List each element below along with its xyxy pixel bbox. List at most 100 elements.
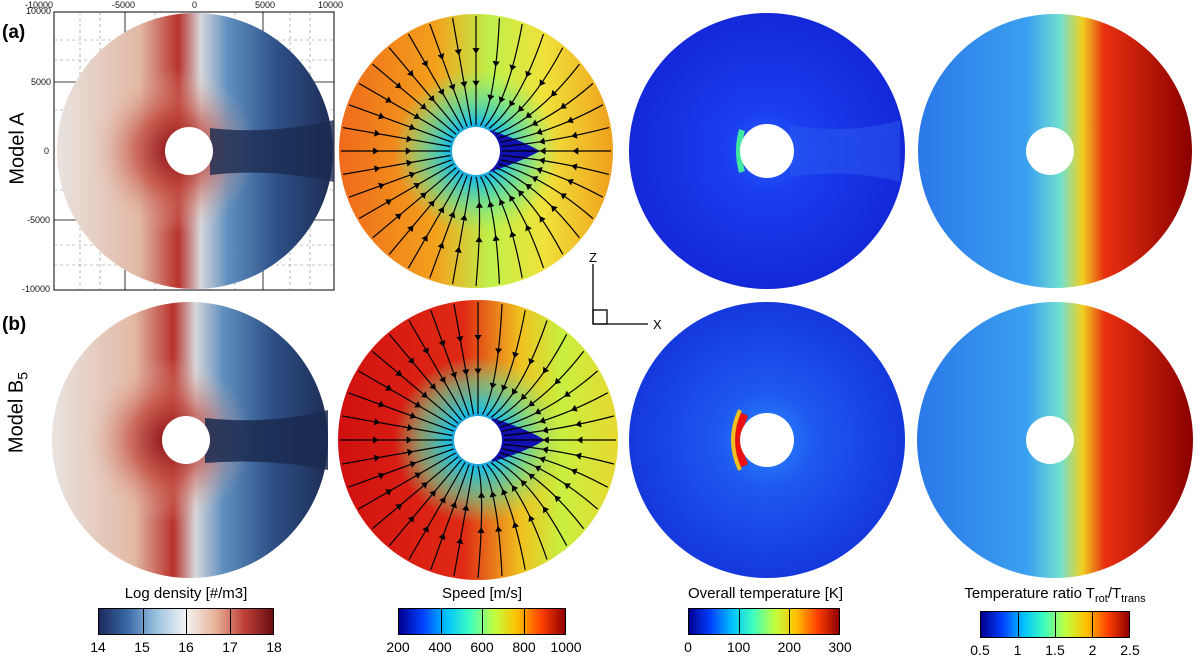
streamline — [372, 63, 457, 135]
streamline-arrow — [571, 468, 578, 476]
colorbar-tick-label: 1 — [1013, 642, 1022, 658]
streamline-arrow — [539, 216, 546, 223]
streamline — [429, 175, 468, 279]
colorbar-separator — [789, 609, 790, 634]
streamline-arrow — [395, 369, 402, 377]
streamline-arrow — [477, 491, 486, 498]
streamline-arrow — [571, 404, 578, 412]
streamline — [486, 310, 526, 417]
streamline-arrow — [422, 347, 429, 355]
colorbar-tick-label: 2.5 — [1120, 642, 1140, 658]
colorbar-tick-label: 17 — [222, 639, 238, 655]
colorbar-tick-label: 600 — [470, 639, 494, 655]
streamline — [490, 320, 548, 418]
streamline — [477, 465, 483, 579]
streamline-arrow — [542, 446, 549, 454]
streamline — [358, 452, 456, 510]
streamline-arrow — [378, 112, 385, 120]
y-tick-1: 10000 — [26, 6, 52, 16]
streamline — [358, 370, 456, 428]
streamline-arrow — [454, 49, 462, 56]
streamline-arrow — [409, 412, 417, 419]
streamline — [407, 173, 464, 269]
streamline-arrow — [572, 147, 579, 155]
streamline — [479, 18, 500, 126]
colorbar-tick-label: 200 — [777, 639, 801, 655]
streamline-arrow — [487, 201, 495, 208]
streamline-arrow — [378, 400, 385, 408]
streamline — [503, 415, 615, 437]
streamline-arrow — [414, 472, 422, 479]
streamline-arrow — [450, 371, 457, 379]
streamline — [452, 17, 473, 126]
streamline-arrow — [462, 504, 470, 511]
streamline-arrow — [407, 516, 415, 523]
streamline — [453, 303, 475, 415]
colorbar-speed: Speed [m/s] 200 400 600 800 1000 — [386, 585, 581, 657]
streamline — [484, 23, 523, 128]
colorbar-tick-label: 18 — [266, 639, 282, 655]
colorbar-separator — [186, 609, 187, 634]
colorbar-tick-label: 2 — [1088, 642, 1097, 658]
streamline-arrow — [421, 482, 428, 489]
streamline-arrow — [462, 369, 470, 376]
streamline — [498, 163, 594, 219]
colorbar-tick-label: 1.5 — [1045, 642, 1065, 658]
streamline-arrow — [374, 454, 381, 462]
streamline-arrow — [437, 206, 445, 214]
streamline-arrow — [551, 89, 558, 97]
colorbar-tick-label: 200 — [386, 639, 410, 655]
streamline-arrow — [492, 60, 500, 68]
streamline — [341, 415, 453, 437]
streamline-arrow — [564, 483, 571, 490]
streamline — [481, 465, 503, 576]
z-axis-label: Z — [589, 250, 597, 265]
streamline — [494, 334, 568, 421]
streamline-arrow — [373, 147, 379, 155]
streamline — [388, 47, 460, 132]
colorbar-density-bar — [98, 608, 274, 635]
streamline-arrow — [531, 176, 539, 183]
streamline — [481, 304, 503, 415]
streamline — [430, 310, 470, 416]
streamline-arrow — [489, 491, 497, 498]
streamline-arrow — [501, 384, 508, 392]
streamline-arrow — [394, 82, 402, 89]
streamline-arrow — [474, 368, 482, 375]
streamline-arrow — [438, 340, 446, 347]
streamline-arrow — [509, 231, 517, 238]
streamline-arrow — [456, 336, 464, 343]
streamline-arrow — [374, 129, 381, 137]
streamline-arrow — [456, 537, 464, 544]
streamline — [358, 163, 454, 220]
streamline-arrow — [509, 64, 517, 71]
streamline-arrow — [450, 501, 457, 509]
panel-label-b: (b) — [2, 314, 27, 335]
speed-map-model-a — [339, 14, 613, 288]
streamline-arrow — [509, 100, 516, 107]
streamline-arrow — [374, 165, 381, 173]
colorbar-tick-label: 800 — [512, 639, 536, 655]
streamline-arrow — [567, 116, 574, 124]
streamline-arrow — [492, 234, 500, 242]
streamline — [408, 462, 466, 560]
coordinate-axes — [592, 264, 648, 325]
colorbar-ratio-bar — [980, 611, 1130, 638]
streamline — [488, 173, 545, 269]
y-tick-3: 0 — [44, 146, 50, 156]
figure-canvas — [52, 11, 1193, 580]
streamline — [388, 333, 462, 421]
streamline — [371, 350, 459, 424]
streamline — [372, 167, 457, 239]
streamline — [500, 104, 604, 143]
streamline-arrow — [554, 377, 562, 385]
streamline — [500, 370, 598, 428]
streamline — [430, 464, 470, 570]
streamline-arrow — [395, 503, 402, 511]
streamline-arrow — [538, 157, 546, 165]
colorbar-separator — [1055, 612, 1056, 637]
streamline — [348, 448, 454, 488]
streamline-arrow — [518, 105, 525, 112]
streamline-arrow — [536, 128, 543, 136]
streamline — [498, 83, 594, 139]
